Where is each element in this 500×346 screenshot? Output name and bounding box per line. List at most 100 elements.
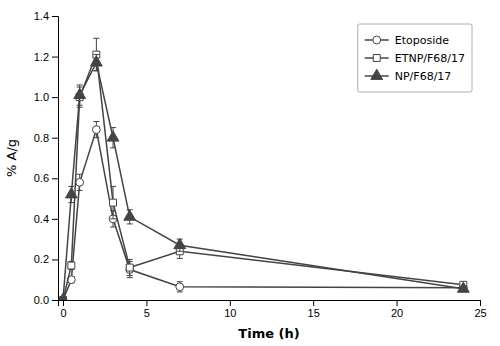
legend-marker xyxy=(373,55,380,62)
point xyxy=(90,56,102,66)
legend-marker xyxy=(371,69,383,79)
x-tick-label: 0 xyxy=(60,307,66,319)
error-bar-cap xyxy=(110,226,116,227)
x-tick-mark xyxy=(230,300,231,306)
error-bar xyxy=(93,121,99,137)
x-axis: 0 5 10 15 20 25 xyxy=(59,300,487,319)
x-tick-mark xyxy=(63,300,64,306)
point xyxy=(174,238,186,248)
error-bar-cap xyxy=(177,258,183,259)
point xyxy=(124,210,136,220)
x-tick-mark xyxy=(480,300,481,306)
error-bar-cap xyxy=(93,38,99,39)
point xyxy=(58,293,69,300)
error-bar-cap xyxy=(127,223,133,224)
marks xyxy=(58,38,469,300)
plot-area: 0 5 10 15 20 25 0.0 0.2 0.4 0.6 0.8 1.0 1.2 1.4 xyxy=(34,10,487,319)
y-axis-line xyxy=(52,17,59,301)
error-bar-cap xyxy=(77,190,83,191)
error-bar-cap xyxy=(68,202,74,203)
chart: 0 5 10 15 20 25 0.0 0.2 0.4 0.6 0.8 1.0 1.2 1.4 Time (… xyxy=(0,0,500,346)
x-tick-mark xyxy=(146,300,147,306)
y-tick: 0.6 xyxy=(34,172,58,184)
legend: Etoposide ETNP/F68/17 NP/F68/17 xyxy=(358,24,472,92)
legend-label: ETNP/F68/17 xyxy=(395,52,465,65)
x-tick-label: 25 xyxy=(474,307,486,319)
x-tick: 20 xyxy=(391,300,403,319)
error-bar-cap xyxy=(127,275,133,276)
y-tick-mark xyxy=(52,178,58,179)
error-bar-cap xyxy=(77,84,83,85)
y-tick: 0.2 xyxy=(34,253,58,265)
error-bar-cap xyxy=(177,251,183,252)
point xyxy=(110,199,117,206)
y-tick-mark xyxy=(52,57,58,58)
legend-box xyxy=(358,24,472,92)
error-bar-cap xyxy=(77,105,83,106)
error-bar-cap xyxy=(110,147,116,148)
error-bar xyxy=(77,174,83,190)
x-tick-label: 10 xyxy=(224,307,236,319)
error-bar xyxy=(68,261,74,269)
point xyxy=(107,131,119,141)
y-tick: 1.2 xyxy=(34,51,58,63)
series-line xyxy=(63,63,463,300)
legend-item: NP/F68/17 xyxy=(365,69,452,83)
y-axis: 0.0 0.2 0.4 0.6 0.8 1.0 1.2 1.4 xyxy=(34,10,59,306)
error-bar-cap xyxy=(110,218,116,219)
y-tick: 1.0 xyxy=(34,91,58,103)
y-tick-mark xyxy=(52,259,58,260)
x-tick-label: 15 xyxy=(308,307,320,319)
error-bar xyxy=(177,282,183,292)
legend-marker xyxy=(373,36,381,44)
point xyxy=(68,262,75,269)
x-tick-mark xyxy=(313,300,314,306)
y-tick-label: 0.2 xyxy=(34,253,49,265)
y-tick-mark xyxy=(52,16,58,17)
series xyxy=(59,121,467,300)
y-tick-label: 0.8 xyxy=(34,132,49,144)
error-bar-cap xyxy=(127,277,133,278)
y-tick-mark xyxy=(52,219,58,220)
y-tick-mark xyxy=(52,97,58,98)
point xyxy=(457,282,469,292)
point xyxy=(176,283,184,291)
y-tick: 0.0 xyxy=(34,294,58,306)
y-tick: 1.4 xyxy=(34,10,58,22)
y-tick: 0.4 xyxy=(34,213,58,225)
y-tick: 0.8 xyxy=(34,132,58,144)
y-tick-mark xyxy=(52,138,58,139)
y-tick-label: 0.0 xyxy=(34,294,49,306)
x-tick-label: 20 xyxy=(391,307,403,319)
x-tick: 10 xyxy=(224,300,236,319)
error-bar-cap xyxy=(127,259,133,260)
legend-item: ETNP/F68/17 xyxy=(365,52,465,65)
x-tick-label: 5 xyxy=(144,307,150,319)
y-tick-mark xyxy=(52,300,58,301)
legend-item: Etoposide xyxy=(365,34,449,47)
error-bar xyxy=(127,261,133,277)
error-bar-cap xyxy=(93,137,99,138)
x-tick: 0 xyxy=(60,300,66,319)
point xyxy=(65,188,77,198)
x-tick: 15 xyxy=(308,300,320,319)
error-bar-cap xyxy=(77,107,83,108)
error-bar xyxy=(110,186,116,218)
error-bar-cap xyxy=(177,291,183,292)
y-tick-label: 0.4 xyxy=(34,213,49,225)
error-bar-cap xyxy=(110,127,116,128)
y-tick-label: 0.6 xyxy=(34,172,49,184)
error-bar-cap xyxy=(177,281,183,282)
y-tick-label: 1.0 xyxy=(34,91,49,103)
error-bar-cap xyxy=(93,70,99,71)
legend-label: Etoposide xyxy=(395,34,449,47)
series-line xyxy=(63,130,463,300)
error-bar xyxy=(127,259,133,275)
error-bar xyxy=(68,277,74,283)
legend-label: NP/F68/17 xyxy=(395,70,452,83)
point xyxy=(126,264,133,271)
point xyxy=(92,126,100,134)
x-axis-title: Time (h) xyxy=(238,326,299,341)
x-tick: 25 xyxy=(474,300,486,319)
point xyxy=(76,178,84,186)
